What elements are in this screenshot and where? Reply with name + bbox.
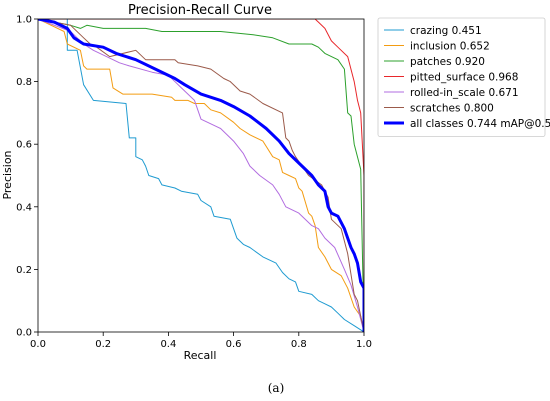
x-tick-label-0: 0.0 <box>30 339 46 350</box>
series-line-4 <box>38 19 364 332</box>
series-line-6 <box>38 19 364 332</box>
x-tick-label-2: 0.4 <box>160 339 176 350</box>
series-line-5 <box>38 19 364 332</box>
x-axis-title: Recall <box>184 349 217 362</box>
y-axis: 0.0 0.2 0.4 0.6 0.8 1.0 <box>16 15 38 339</box>
x-tick-label-5: 1.0 <box>356 339 372 350</box>
legend-label-3: pitted_surface 0.968 <box>410 72 518 84</box>
y-tick-label-3: 0.6 <box>16 140 32 151</box>
x-tick-label-1: 0.2 <box>95 339 111 350</box>
chart-title: Precision-Recall Curve <box>128 3 272 18</box>
figure-caption: (a) <box>268 381 285 395</box>
legend-label-2: patches 0.920 <box>410 56 485 68</box>
legend-label-1: inclusion 0.652 <box>410 41 490 53</box>
x-tick-label-3: 0.6 <box>226 339 242 350</box>
plot-area <box>37 18 365 333</box>
legend: crazing 0.451 inclusion 0.652 patches 0.92… <box>377 17 550 137</box>
y-tick-label-1: 0.2 <box>16 265 32 276</box>
y-tick-label-5: 1.0 <box>16 15 32 26</box>
series-line-1 <box>38 19 364 332</box>
legend-label-0: crazing 0.451 <box>410 25 482 37</box>
y-tick-label-2: 0.4 <box>16 202 32 213</box>
series-line-2 <box>38 19 364 332</box>
legend-label-4: rolled-in_scale 0.671 <box>410 87 519 99</box>
plot-frame <box>37 18 365 333</box>
y-axis-title: Precision <box>1 150 14 199</box>
legend-label-5: scratches 0.800 <box>410 103 494 115</box>
series-line-0 <box>38 19 364 332</box>
legend-box <box>377 17 546 137</box>
series-line-3 <box>38 19 364 332</box>
legend-label-6: all classes 0.744 mAP@0.5 <box>410 118 550 130</box>
y-tick-label-4: 0.8 <box>16 77 32 88</box>
x-axis: 0.0 0.2 0.4 0.6 0.8 1.0 <box>30 332 372 350</box>
y-tick-label-0: 0.0 <box>16 328 32 339</box>
x-tick-label-4: 0.8 <box>291 339 307 350</box>
